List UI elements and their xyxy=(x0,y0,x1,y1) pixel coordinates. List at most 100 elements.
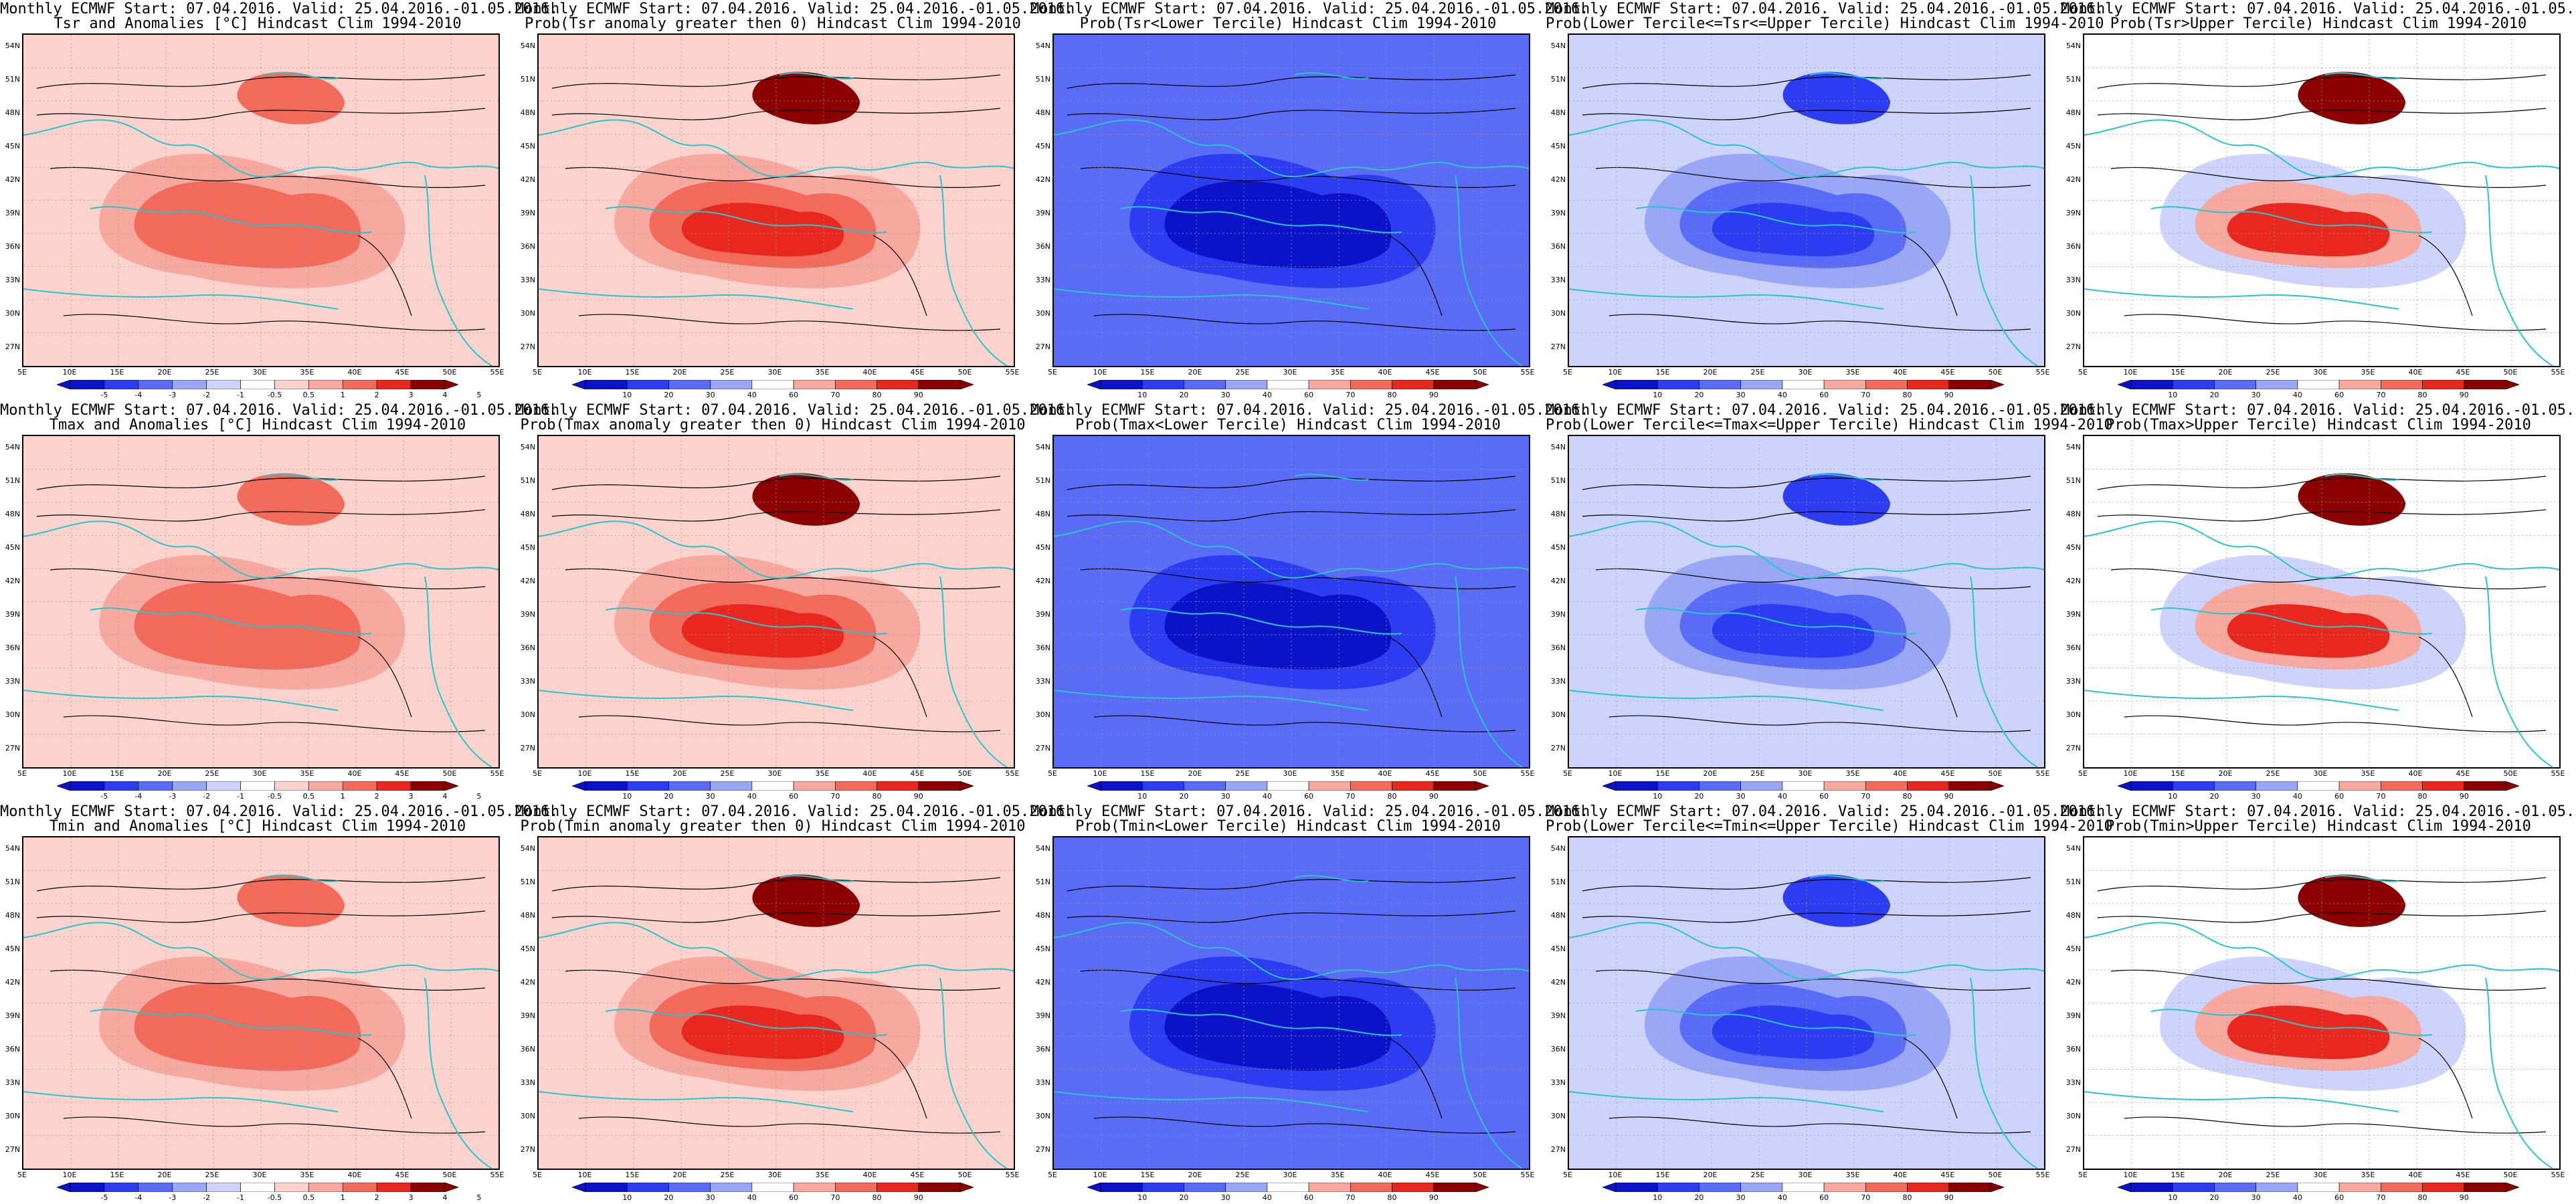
isoline xyxy=(1067,108,1516,120)
longitude-label: 40E xyxy=(1893,368,1908,377)
latitude-label: 39N xyxy=(1035,209,1050,217)
isoline xyxy=(36,108,486,120)
longitude-label: 35E xyxy=(300,1171,314,1179)
map-field xyxy=(2084,436,2559,767)
latitude-label: 39N xyxy=(2065,610,2081,619)
latitude-label: 51N xyxy=(520,878,535,886)
longitude-label: 30E xyxy=(2313,368,2328,377)
latitude-label: 48N xyxy=(2065,108,2081,117)
longitude-label: 35E xyxy=(1845,368,1860,377)
colorbar-arrow xyxy=(2118,380,2132,389)
latitude-label: 51N xyxy=(1035,878,1050,886)
colorbar-label: 70 xyxy=(1346,391,1356,399)
colorbar-segment xyxy=(1907,781,1950,791)
colorbar-label: 40 xyxy=(747,1193,757,1202)
map-panel: Monthly ECMWF Start: 07.04.2016. Valid: … xyxy=(1546,0,2104,401)
latitude-label: 45N xyxy=(520,944,535,953)
latitude-label: 33N xyxy=(1550,1078,1566,1087)
latitude-label: 30N xyxy=(1035,1112,1050,1120)
latitude-label: 30N xyxy=(1550,309,1566,318)
longitude-label: 50E xyxy=(442,368,457,377)
colorbar-segment xyxy=(835,781,877,791)
longitude-label: 50E xyxy=(2503,368,2518,377)
map-field xyxy=(539,837,1014,1169)
colorbar-segment xyxy=(1657,781,1699,791)
forecast-map xyxy=(1568,836,2045,1170)
latitude-label: 45N xyxy=(1035,543,1050,552)
colorbar-segment xyxy=(626,1183,669,1192)
colorbar-label: -3 xyxy=(169,391,177,399)
longitude-label: 10E xyxy=(577,368,592,377)
colorbar-label: 10 xyxy=(622,792,632,801)
colorbar-arrow xyxy=(959,781,974,791)
longitude-label: 10E xyxy=(577,1171,592,1179)
longitude-label: 35E xyxy=(1845,1171,1860,1179)
longitude-label: 15E xyxy=(1655,769,1670,778)
isoline xyxy=(357,636,412,718)
colorbar-arrow xyxy=(1990,380,2004,389)
colorbar-label: 0.5 xyxy=(302,1193,315,1202)
forecast-map xyxy=(22,435,500,769)
longitude-label: 5E xyxy=(17,368,27,377)
latitude-label: 51N xyxy=(2065,476,2081,485)
coastline xyxy=(1569,690,1884,711)
colorbar-segment xyxy=(2172,380,2215,389)
colorbar-label: 30 xyxy=(705,792,715,801)
map-field xyxy=(1054,436,1529,767)
isoline xyxy=(2097,877,2547,892)
isoline xyxy=(2097,74,2547,89)
latitude-label: 42N xyxy=(5,577,20,585)
colorbar-segment xyxy=(1865,380,1908,389)
longitude-label: 35E xyxy=(2361,769,2375,778)
colorbar-arrow xyxy=(1990,781,2004,791)
latitude-label: 33N xyxy=(1035,677,1050,686)
longitude-label: 50E xyxy=(1473,368,1487,377)
latitude-label: 30N xyxy=(1035,309,1050,318)
longitude-label: 55E xyxy=(490,1171,504,1179)
colorbar-label: 30 xyxy=(1736,1193,1746,1202)
colorbar-segment xyxy=(240,781,275,791)
colorbar-label: -5 xyxy=(100,792,108,801)
colorbar-segment xyxy=(1615,380,1658,389)
colorbar-label: 60 xyxy=(1304,1193,1314,1202)
isoline xyxy=(2418,235,2473,316)
latitude-label: 33N xyxy=(1550,677,1566,686)
colorbar-segment xyxy=(2464,380,2506,389)
coastline xyxy=(1970,977,2038,1169)
colorbar xyxy=(2118,1183,2519,1192)
longitude-label: 15E xyxy=(110,368,124,377)
coastline xyxy=(939,175,1008,366)
latitude-label: 36N xyxy=(1550,1045,1566,1054)
colorbar-label: 0.5 xyxy=(302,792,315,801)
longitude-label: 20E xyxy=(1188,769,1202,778)
colorbar-label: 30 xyxy=(1220,792,1230,801)
longitude-label: 10E xyxy=(1093,1171,1107,1179)
coastline xyxy=(605,206,887,233)
isoline xyxy=(872,235,927,316)
latitude-label: 51N xyxy=(520,75,535,84)
colorbar-segment xyxy=(2172,1183,2215,1192)
colorbar-label: 60 xyxy=(2334,792,2344,801)
panel-title-line2: Prob(Tmin<Lower Tercile) Hindcast Clim 1… xyxy=(1075,818,1501,835)
longitude-label: 5E xyxy=(533,769,542,778)
colorbar-segment xyxy=(793,380,836,389)
longitude-label: 50E xyxy=(442,1171,457,1179)
colorbar-label: 60 xyxy=(789,391,799,399)
forecast-map xyxy=(1052,836,1530,1170)
isoline xyxy=(1595,969,2031,991)
latitude-label: 51N xyxy=(1550,878,1566,886)
latitude-label: 54N xyxy=(5,844,20,853)
colorbar-label: -4 xyxy=(134,391,143,399)
longitude-label: 40E xyxy=(1378,1171,1392,1179)
colorbar-label: -4 xyxy=(134,1193,143,1202)
colorbar-segment xyxy=(1782,781,1825,791)
latitude-label: 42N xyxy=(2065,978,2081,987)
latitude-label: 45N xyxy=(2065,142,2081,150)
latitude-label: 51N xyxy=(1035,476,1050,485)
colorbar-segment xyxy=(1308,1183,1351,1192)
isoline xyxy=(1582,877,2031,892)
longitude-label: 20E xyxy=(1188,368,1202,377)
latitude-label: 27N xyxy=(1035,342,1050,351)
colorbar-segment xyxy=(1100,781,1143,791)
longitude-label: 5E xyxy=(1048,368,1057,377)
